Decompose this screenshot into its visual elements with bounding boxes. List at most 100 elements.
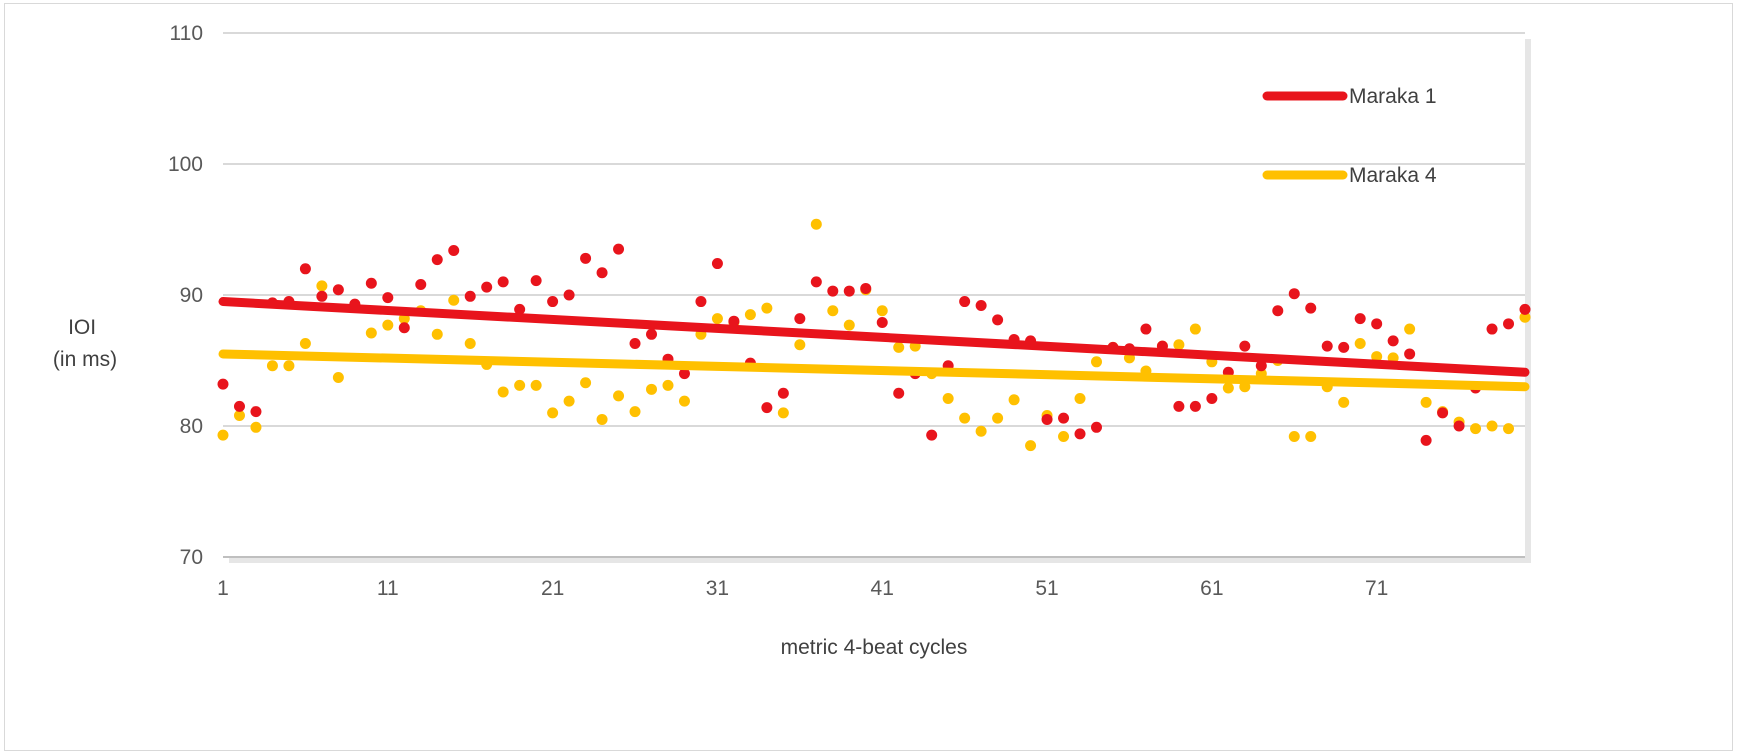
y-tick-label: 90 [180, 284, 203, 307]
y-axis-title-line-1: IOI [68, 316, 96, 339]
gridlines [223, 32, 1525, 427]
data-point [1239, 340, 1251, 352]
data-point [1272, 305, 1284, 317]
data-point [744, 309, 756, 321]
data-point [1074, 392, 1086, 404]
data-point [926, 429, 938, 441]
data-point [695, 296, 707, 308]
data-point [678, 368, 690, 380]
data-point [332, 372, 344, 384]
data-point [1321, 340, 1333, 352]
data-point [596, 413, 608, 425]
y-tick-label: 70 [180, 546, 203, 569]
data-point [761, 402, 773, 414]
y-tick-label: 110 [170, 22, 203, 45]
data-point [992, 314, 1004, 326]
data-point [893, 341, 905, 353]
data-point [1173, 339, 1185, 351]
data-point [777, 387, 789, 399]
data-point [1486, 420, 1498, 432]
trendline [218, 349, 1530, 392]
data-point [1437, 407, 1449, 419]
data-point [497, 276, 509, 288]
data-point [1255, 360, 1267, 372]
data-point [1173, 400, 1185, 412]
data-point [547, 407, 559, 419]
data-point [876, 317, 888, 329]
data-point [1305, 302, 1317, 314]
data-point [860, 282, 872, 294]
data-point [365, 277, 377, 289]
data-point [959, 412, 971, 424]
data-points [217, 218, 1531, 452]
data-point [761, 302, 773, 314]
data-point [547, 296, 559, 308]
data-point [843, 319, 855, 331]
data-point [794, 313, 806, 325]
data-point [1420, 434, 1432, 446]
data-point [1058, 412, 1070, 424]
data-point [514, 379, 526, 391]
data-point [810, 218, 822, 230]
data-point [711, 258, 723, 270]
data-point [646, 383, 658, 395]
legend: Maraka 1 Maraka 4 [1262, 85, 1437, 187]
data-point [1025, 440, 1037, 452]
data-point [1503, 423, 1515, 435]
x-tick-label: 1 [217, 577, 229, 600]
data-point [1338, 341, 1350, 353]
data-point [1486, 323, 1498, 335]
data-point [1387, 335, 1399, 347]
chart-frame: 70 80 90 100 110 1 11 21 31 41 51 61 71 metric 4-be… [4, 3, 1733, 751]
data-point [1453, 420, 1465, 432]
data-point [1008, 394, 1020, 406]
data-point [464, 337, 476, 349]
plot-area-shadow [229, 39, 1531, 563]
data-point [497, 386, 509, 398]
data-point [1470, 423, 1482, 435]
data-point [629, 337, 641, 349]
x-tick-label: 11 [377, 577, 399, 600]
x-tick-label: 41 [871, 577, 894, 600]
data-point [217, 429, 229, 441]
data-point [1288, 430, 1300, 442]
data-point [1090, 356, 1102, 368]
data-point [810, 276, 822, 288]
data-point [843, 285, 855, 297]
data-point [316, 290, 328, 302]
data-point [678, 395, 690, 407]
data-point [415, 279, 427, 291]
data-point [1371, 351, 1383, 363]
data-point [662, 379, 674, 391]
data-point [959, 296, 971, 308]
data-point [646, 328, 658, 340]
data-point [448, 244, 460, 256]
data-point [1371, 318, 1383, 330]
data-point [464, 290, 476, 302]
data-point [728, 315, 740, 327]
data-point [992, 412, 1004, 424]
data-point [448, 294, 460, 306]
data-point [382, 292, 394, 304]
x-tick-label: 31 [706, 577, 729, 600]
data-point [1404, 348, 1416, 360]
data-point [1288, 288, 1300, 300]
data-point [1074, 428, 1086, 440]
data-point [794, 339, 806, 351]
data-point [827, 285, 839, 297]
data-point [629, 406, 641, 418]
data-point [1519, 311, 1531, 323]
data-point [481, 281, 493, 293]
data-point [1041, 413, 1053, 425]
y-axis-title: IOI (in ms) [53, 316, 117, 371]
data-point [233, 410, 245, 422]
data-point [514, 303, 526, 315]
y-tick-labels: 70 80 90 100 110 [168, 22, 203, 569]
data-point [975, 425, 987, 437]
data-point [942, 392, 954, 404]
y-tick-label: 80 [180, 415, 203, 438]
x-tick-labels: 1 11 21 31 41 51 61 71 [217, 577, 1388, 600]
data-point [1354, 337, 1366, 349]
data-point [1189, 323, 1201, 335]
data-point [580, 377, 592, 389]
